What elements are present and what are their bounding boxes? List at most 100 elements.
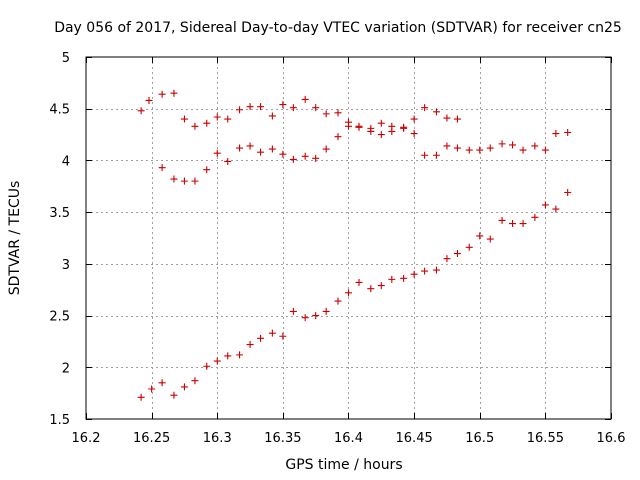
data-point-lower: [289, 307, 297, 315]
data-point-middle: [367, 127, 375, 135]
data-point-middle: [377, 131, 385, 139]
data-point-upper: [145, 96, 153, 104]
x-tick-label: 16.2: [72, 431, 101, 446]
data-point-upper: [410, 115, 418, 123]
data-point-lower: [246, 341, 254, 349]
data-point-upper: [180, 115, 188, 123]
data-point-middle: [486, 144, 494, 152]
data-point-lower: [203, 362, 211, 370]
data-point-lower: [345, 289, 352, 297]
data-point-lower: [486, 235, 494, 243]
data-point-upper: [443, 114, 451, 122]
data-point-lower: [400, 274, 408, 282]
data-point-lower: [213, 357, 221, 365]
data-point-lower: [421, 267, 429, 275]
data-point-middle: [388, 127, 396, 135]
x-tick-label: 16.25: [133, 431, 170, 446]
data-point-lower: [236, 351, 244, 359]
x-tick-label: 16.3: [203, 431, 232, 446]
data-point-upper: [191, 122, 199, 130]
data-point-lower: [541, 201, 549, 209]
data-point-upper: [246, 103, 254, 111]
data-point-lower: [322, 307, 330, 315]
data-point-middle: [421, 151, 429, 159]
data-point-middle: [432, 151, 440, 159]
data-point-lower: [257, 334, 265, 342]
x-tick-label: 16.4: [334, 431, 363, 446]
data-point-middle: [236, 144, 244, 152]
data-point-lower: [334, 297, 342, 305]
data-point-lower: [312, 312, 320, 320]
grid: [86, 57, 611, 419]
data-point-middle: [224, 157, 232, 165]
data-point-upper: [213, 113, 221, 121]
data-point-lower: [519, 220, 527, 228]
data-point-middle: [180, 177, 188, 185]
data-point-upper: [158, 90, 166, 98]
x-tick-label: 16.55: [527, 431, 564, 446]
y-tick-label: 3.5: [49, 206, 70, 221]
data-point-upper: [301, 95, 309, 103]
data-point-middle: [158, 164, 166, 172]
data-point-lower: [552, 205, 560, 213]
data-points: [137, 89, 572, 401]
data-point-lower: [180, 383, 188, 391]
data-point-lower: [509, 220, 517, 228]
data-point-upper: [289, 104, 297, 112]
data-point-middle: [345, 122, 352, 130]
data-point-lower: [355, 278, 363, 286]
data-point-lower: [432, 266, 440, 274]
y-axis-label: SDTVAR / TECUs: [7, 181, 23, 296]
data-point-lower: [148, 385, 156, 393]
data-point-upper: [377, 119, 385, 127]
data-point-lower: [410, 270, 418, 278]
data-point-middle: [531, 142, 539, 150]
y-tick-label: 5: [62, 51, 70, 66]
y-tick-label: 1.5: [49, 413, 70, 428]
data-point-upper: [421, 104, 429, 112]
y-tick-label: 2.5: [49, 310, 70, 325]
data-point-lower: [301, 314, 309, 322]
data-point-lower: [388, 275, 396, 283]
data-point-lower: [158, 379, 166, 387]
data-point-middle: [301, 152, 309, 160]
data-point-upper: [203, 119, 211, 127]
x-tick-label: 16.45: [396, 431, 433, 446]
x-tick-label: 16.6: [597, 431, 626, 446]
data-point-upper: [334, 109, 342, 117]
data-point-middle: [268, 145, 276, 153]
data-point-upper: [257, 103, 265, 111]
data-point-lower: [377, 282, 385, 290]
data-point-middle: [355, 123, 363, 131]
x-tick-labels: 16.2 16.25 16.3 16.35 16.4 16.45 16.5 16.55 16.6: [72, 431, 626, 446]
data-point-middle: [443, 142, 451, 150]
data-point-upper: [279, 101, 287, 109]
data-point-middle: [246, 142, 254, 150]
data-point-middle: [312, 154, 320, 162]
data-point-lower: [443, 255, 451, 263]
data-point-lower: [476, 232, 484, 240]
data-point-lower: [531, 213, 539, 221]
x-tick-label: 16.35: [264, 431, 301, 446]
data-point-middle: [400, 124, 408, 132]
y-tick-labels: 1.5 2 2.5 3 3.5 4 4.5 5: [49, 51, 70, 428]
y-tick-label: 4.5: [49, 103, 70, 118]
data-point-middle: [552, 130, 560, 138]
data-point-lower: [465, 243, 473, 251]
x-tick-label: 16.5: [465, 431, 494, 446]
data-point-middle: [170, 175, 178, 183]
data-point-middle: [213, 149, 221, 157]
y-tick-label: 4: [62, 154, 70, 169]
chart-title: Day 056 of 2017, Sidereal Day-to-day VTE…: [54, 20, 622, 36]
data-point-middle: [509, 141, 517, 149]
data-point-middle: [453, 144, 461, 152]
data-point-upper: [170, 89, 178, 97]
data-point-middle: [289, 155, 297, 163]
data-point-upper: [453, 115, 461, 123]
data-point-upper: [312, 104, 320, 112]
data-point-upper: [322, 110, 330, 118]
data-point-lower: [367, 285, 375, 293]
data-point-middle: [203, 166, 211, 174]
tick-marks: [86, 57, 612, 420]
